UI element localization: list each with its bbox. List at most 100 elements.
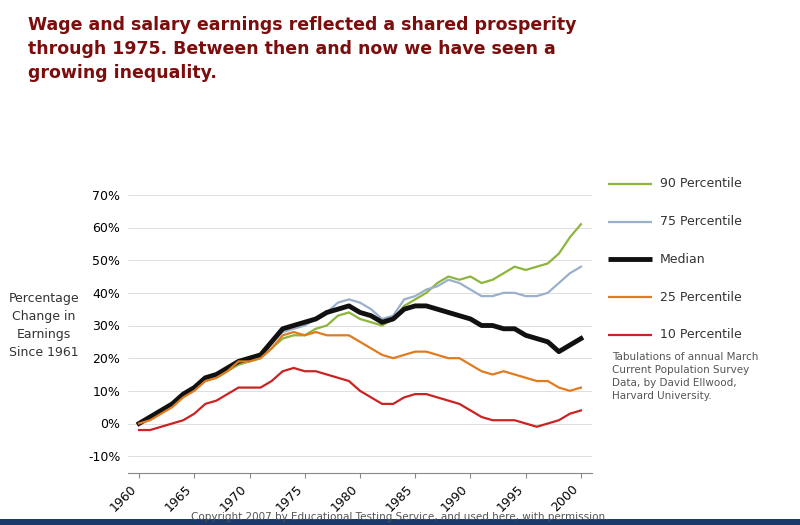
Line: Median: Median: [139, 306, 581, 424]
Median: [554, 349, 564, 355]
10 Percentile: [245, 384, 254, 391]
10 Percentile: [499, 417, 509, 423]
10 Percentile: [521, 421, 530, 427]
75 Percentile: [256, 352, 266, 358]
90 Percentile: [278, 335, 287, 342]
Median: [211, 371, 221, 377]
90 Percentile: [410, 296, 420, 302]
25 Percentile: [454, 355, 464, 361]
75 Percentile: [222, 365, 232, 371]
25 Percentile: [322, 332, 332, 339]
10 Percentile: [433, 394, 442, 401]
Median: [466, 316, 475, 322]
25 Percentile: [399, 352, 409, 358]
25 Percentile: [366, 345, 376, 352]
25 Percentile: [300, 332, 310, 339]
75 Percentile: [554, 280, 564, 286]
25 Percentile: [267, 345, 277, 352]
90 Percentile: [146, 414, 155, 420]
Line: 25 Percentile: 25 Percentile: [139, 332, 581, 424]
75 Percentile: [378, 316, 387, 322]
75 Percentile: [234, 358, 243, 364]
Median: [167, 401, 177, 407]
90 Percentile: [234, 362, 243, 368]
Median: [443, 309, 453, 316]
25 Percentile: [222, 368, 232, 374]
Median: [311, 316, 321, 322]
90 Percentile: [466, 274, 475, 280]
Median: [222, 365, 232, 371]
25 Percentile: [466, 362, 475, 368]
25 Percentile: [499, 368, 509, 374]
75 Percentile: [167, 401, 177, 407]
90 Percentile: [488, 277, 498, 283]
90 Percentile: [134, 421, 144, 427]
Line: 75 Percentile: 75 Percentile: [139, 267, 581, 424]
75 Percentile: [245, 358, 254, 364]
10 Percentile: [222, 391, 232, 397]
75 Percentile: [443, 277, 453, 283]
75 Percentile: [190, 384, 199, 391]
90 Percentile: [388, 316, 398, 322]
90 Percentile: [454, 277, 464, 283]
25 Percentile: [178, 394, 188, 401]
25 Percentile: [167, 404, 177, 411]
75 Percentile: [156, 407, 166, 414]
10 Percentile: [454, 401, 464, 407]
25 Percentile: [543, 378, 553, 384]
10 Percentile: [167, 421, 177, 427]
75 Percentile: [300, 322, 310, 329]
75 Percentile: [278, 329, 287, 335]
90 Percentile: [311, 326, 321, 332]
Median: [543, 339, 553, 345]
75 Percentile: [521, 293, 530, 299]
Median: [399, 306, 409, 312]
Median: [322, 309, 332, 316]
90 Percentile: [477, 280, 486, 286]
Median: [532, 335, 542, 342]
10 Percentile: [300, 368, 310, 374]
90 Percentile: [576, 221, 586, 227]
90 Percentile: [167, 401, 177, 407]
Text: Tabulations of annual March
Current Population Survey
Data, by David Ellwood,
Ha: Tabulations of annual March Current Popu…: [612, 352, 758, 401]
25 Percentile: [576, 384, 586, 391]
Median: [146, 414, 155, 420]
Median: [156, 407, 166, 414]
25 Percentile: [201, 378, 210, 384]
Text: Percentage
Change in
Earnings
Since 1961: Percentage Change in Earnings Since 1961: [9, 292, 79, 359]
25 Percentile: [234, 358, 243, 364]
Median: [344, 303, 354, 309]
75 Percentile: [454, 280, 464, 286]
10 Percentile: [278, 368, 287, 374]
10 Percentile: [333, 375, 342, 381]
75 Percentile: [422, 287, 431, 293]
90 Percentile: [300, 332, 310, 339]
10 Percentile: [488, 417, 498, 423]
75 Percentile: [178, 391, 188, 397]
10 Percentile: [443, 397, 453, 404]
Median: [576, 335, 586, 342]
Median: [201, 375, 210, 381]
25 Percentile: [433, 352, 442, 358]
Median: [300, 319, 310, 326]
25 Percentile: [378, 352, 387, 358]
90 Percentile: [499, 270, 509, 276]
90 Percentile: [344, 309, 354, 316]
90 Percentile: [554, 250, 564, 257]
10 Percentile: [355, 387, 365, 394]
10 Percentile: [156, 424, 166, 430]
Median: [477, 322, 486, 329]
75 Percentile: [211, 371, 221, 377]
75 Percentile: [355, 299, 365, 306]
25 Percentile: [333, 332, 342, 339]
90 Percentile: [366, 319, 376, 326]
25 Percentile: [256, 355, 266, 361]
Text: Median: Median: [660, 253, 706, 266]
Text: Copyright 2007 by Educational Testing Service, and used here, with permission.: Copyright 2007 by Educational Testing Se…: [191, 512, 609, 522]
25 Percentile: [344, 332, 354, 339]
90 Percentile: [222, 368, 232, 374]
90 Percentile: [256, 355, 266, 361]
75 Percentile: [510, 290, 519, 296]
75 Percentile: [134, 421, 144, 427]
90 Percentile: [333, 312, 342, 319]
